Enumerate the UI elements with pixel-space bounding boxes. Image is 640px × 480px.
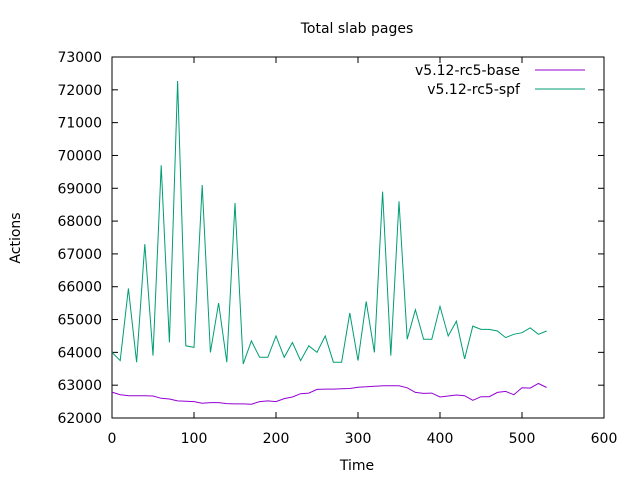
x-tick-label: 400	[427, 431, 454, 447]
y-tick-label: 66000	[57, 280, 102, 296]
y-tick-label: 70000	[57, 148, 102, 164]
y-tick-label: 71000	[57, 116, 102, 132]
y-tick-label: 63000	[57, 378, 102, 394]
chart-title: Total slab pages	[300, 21, 414, 37]
y-tick-label: 69000	[57, 181, 102, 197]
y-tick-label: 72000	[57, 83, 102, 99]
x-tick-label: 500	[509, 431, 536, 447]
series-line-1	[111, 382, 547, 405]
series-layer	[111, 80, 547, 405]
x-tick-label: 600	[591, 431, 618, 447]
legend-label-1: v5.12-rc5-base	[415, 63, 520, 79]
y-tick-label: 65000	[57, 313, 102, 329]
legend: v5.12-rc5-base v5.12-rc5-spf	[415, 63, 585, 98]
x-axis-label: Time	[339, 458, 374, 474]
x-axis: 0 100 200 300 400 500 600	[108, 57, 618, 447]
y-tick-label: 67000	[57, 247, 102, 263]
x-tick-label: 200	[263, 431, 290, 447]
y-tick-label: 64000	[57, 345, 102, 361]
y-tick-label: 62000	[57, 411, 102, 427]
x-tick-label: 0	[108, 431, 117, 447]
y-tick-label: 68000	[57, 214, 102, 230]
y-axis: 62000 63000 64000 65000 66000 67000 68000 69000…	[57, 50, 604, 427]
series-line-2	[111, 80, 547, 365]
x-tick-label: 300	[345, 431, 372, 447]
plot-frame	[111, 56, 605, 419]
x-tick-label: 100	[181, 431, 208, 447]
y-axis-label: Actions	[8, 212, 24, 263]
legend-label-2: v5.12-rc5-spf	[427, 82, 521, 98]
y-tick-label: 73000	[57, 50, 102, 66]
